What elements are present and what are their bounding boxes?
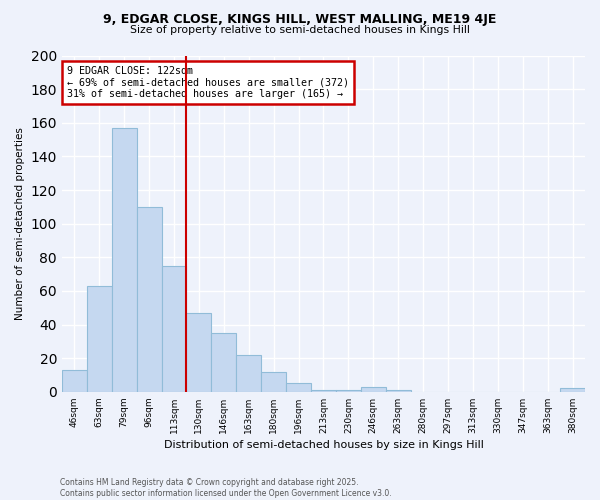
Bar bbox=[560, 388, 585, 392]
Bar bbox=[236, 355, 261, 392]
Bar bbox=[386, 390, 410, 392]
Bar bbox=[62, 370, 87, 392]
Bar bbox=[161, 266, 187, 392]
Text: 9, EDGAR CLOSE, KINGS HILL, WEST MALLING, ME19 4JE: 9, EDGAR CLOSE, KINGS HILL, WEST MALLING… bbox=[103, 12, 497, 26]
Bar bbox=[336, 390, 361, 392]
Y-axis label: Number of semi-detached properties: Number of semi-detached properties bbox=[15, 127, 25, 320]
Bar bbox=[187, 313, 211, 392]
Bar bbox=[87, 286, 112, 392]
Bar bbox=[286, 384, 311, 392]
X-axis label: Distribution of semi-detached houses by size in Kings Hill: Distribution of semi-detached houses by … bbox=[164, 440, 484, 450]
Bar bbox=[137, 207, 161, 392]
Bar bbox=[261, 372, 286, 392]
Text: Size of property relative to semi-detached houses in Kings Hill: Size of property relative to semi-detach… bbox=[130, 25, 470, 35]
Text: 9 EDGAR CLOSE: 122sqm
← 69% of semi-detached houses are smaller (372)
31% of sem: 9 EDGAR CLOSE: 122sqm ← 69% of semi-deta… bbox=[67, 66, 349, 99]
Bar bbox=[311, 390, 336, 392]
Bar bbox=[361, 387, 386, 392]
Bar bbox=[112, 128, 137, 392]
Bar bbox=[211, 333, 236, 392]
Text: Contains HM Land Registry data © Crown copyright and database right 2025.
Contai: Contains HM Land Registry data © Crown c… bbox=[60, 478, 392, 498]
